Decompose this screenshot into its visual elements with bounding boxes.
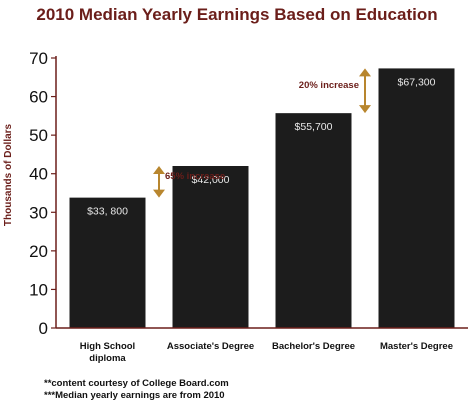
category-label-line: High School xyxy=(80,341,135,352)
bar-value-label: $42,000 xyxy=(192,174,230,186)
y-tick-label: 30 xyxy=(29,203,48,222)
category-label: Bachelor's Degree xyxy=(272,341,355,352)
category-label-line: diploma xyxy=(89,353,126,364)
annotation-arrowhead-up xyxy=(359,68,371,77)
chart-title: 2010 Median Yearly Earnings Based on Edu… xyxy=(36,5,437,24)
category-label-line: Master's Degree xyxy=(380,341,453,352)
y-axis-label: Thousands of Dollars xyxy=(3,123,14,226)
y-tick-label: 10 xyxy=(29,280,48,299)
y-tick-label: 70 xyxy=(29,49,48,68)
y-tick-label: 0 xyxy=(39,319,48,338)
annotation-label: 65% increase xyxy=(165,171,225,182)
y-tick-label: 50 xyxy=(29,126,48,145)
annotation-label: 20% increase xyxy=(299,80,359,91)
bar xyxy=(378,68,455,329)
bar xyxy=(69,197,146,328)
category-label: Associate's Degree xyxy=(167,341,254,352)
category-label-line: Bachelor's Degree xyxy=(272,341,355,352)
category-label-line: Associate's Degree xyxy=(167,341,254,352)
y-tick-label: 20 xyxy=(29,242,48,261)
category-label: High School diploma xyxy=(80,341,135,364)
bar-value-label: $67,300 xyxy=(398,76,436,88)
bar-value-label: $55,700 xyxy=(295,121,333,133)
category-label: Master's Degree xyxy=(380,341,453,352)
annotation-arrowhead-down xyxy=(153,189,165,198)
bar-value-label: $33, 800 xyxy=(87,206,128,218)
y-tick-label: 60 xyxy=(29,88,48,107)
annotation-arrowhead-down xyxy=(359,105,371,114)
footnote: ***Median yearly earnings are from 2010 xyxy=(44,390,225,401)
bar xyxy=(172,166,249,328)
annotation-arrowhead-up xyxy=(153,166,165,174)
bar xyxy=(275,113,352,329)
footnote: **content courtesy of College Board.com xyxy=(44,378,229,389)
y-tick-label: 40 xyxy=(29,165,48,184)
